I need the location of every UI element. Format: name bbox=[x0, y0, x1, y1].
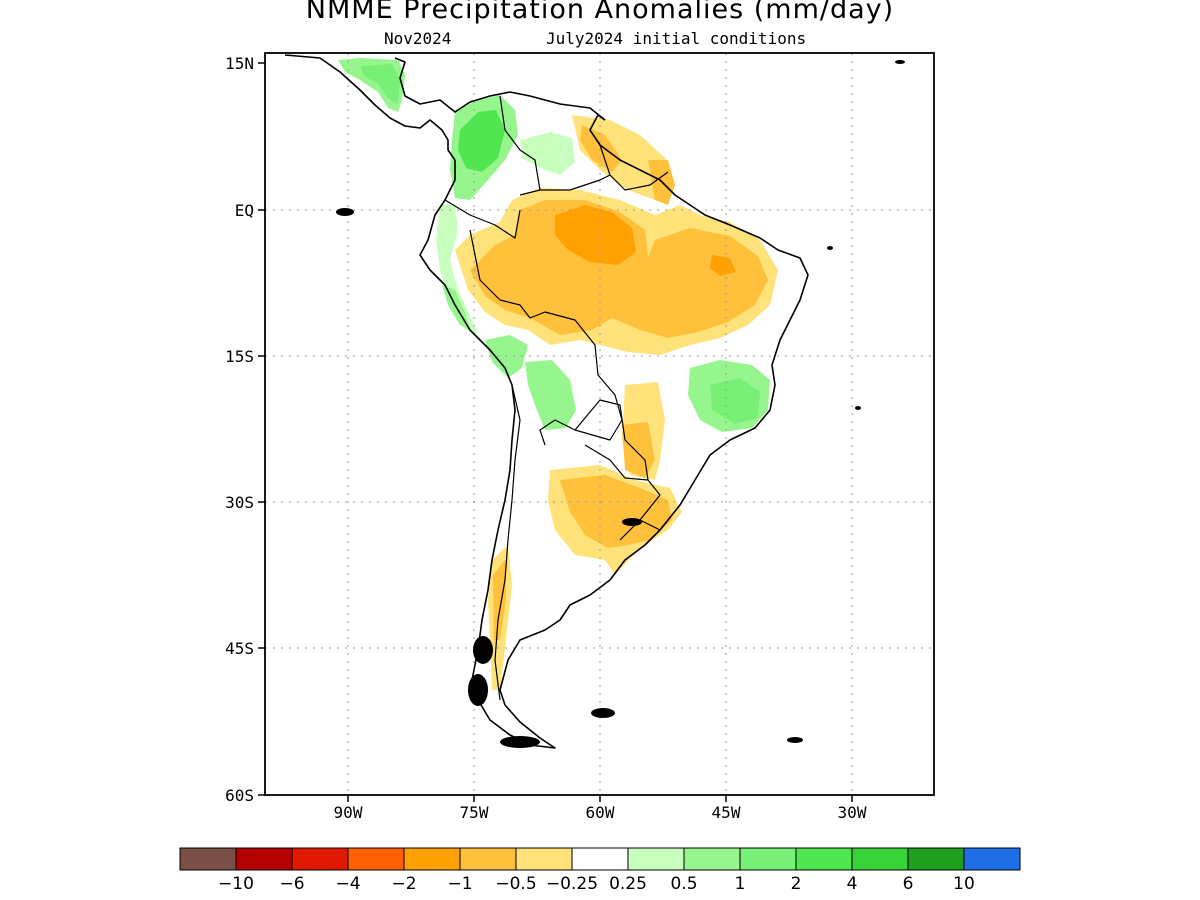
green-anomaly-venezuela bbox=[520, 132, 575, 175]
lon-label: 75W bbox=[460, 803, 489, 822]
map-title: NMME Precipitation Anomalies (mm/day) bbox=[305, 0, 895, 25]
border-paraguay bbox=[574, 399, 649, 481]
country-borders bbox=[444, 95, 673, 701]
green-anomaly-central-america-core bbox=[360, 64, 400, 104]
colorbar-swatch bbox=[683, 847, 741, 871]
central-america-coast bbox=[284, 54, 456, 161]
central-america-caribbean-coast bbox=[394, 57, 606, 121]
colorbar-swatch bbox=[571, 847, 629, 871]
colorbar-label: 6 bbox=[903, 874, 914, 894]
border-argentina-chile bbox=[494, 384, 521, 701]
dry-anomaly-amazon-core bbox=[555, 205, 636, 265]
lat-label: 30S bbox=[225, 493, 254, 512]
longitude-labels: 90W 75W 60W 45W 30W bbox=[334, 803, 867, 822]
colorbar-swatch bbox=[291, 847, 349, 871]
colorbar-swatch bbox=[235, 847, 293, 871]
colorbar-label: −0.5 bbox=[495, 874, 536, 894]
colorbar-label: 2 bbox=[791, 874, 802, 894]
colorbar-label: 1 bbox=[735, 874, 746, 894]
green-anomaly-southeast-brazil-core bbox=[710, 378, 760, 424]
colorbar-swatch bbox=[179, 847, 237, 871]
dry-anomaly-central-brazil-strip-core bbox=[622, 422, 655, 478]
colorbar-label: −0.25 bbox=[546, 874, 598, 894]
south-america-outline bbox=[419, 114, 809, 749]
border-uruguay bbox=[639, 514, 673, 531]
initial-conditions-label: July2024 initial conditions bbox=[546, 29, 807, 48]
dry-anomaly-para bbox=[710, 255, 736, 276]
green-anomaly-colombia-core bbox=[458, 110, 505, 172]
colorbar-label: 10 bbox=[953, 874, 975, 894]
border-venezuela-brazil bbox=[540, 174, 611, 191]
border-argentina-brazil bbox=[619, 479, 661, 541]
colorbar-label: −2 bbox=[391, 874, 416, 894]
colorbar-label: −10 bbox=[218, 874, 254, 894]
colorbar-swatch bbox=[795, 847, 853, 871]
colorbar-label: −6 bbox=[279, 874, 304, 894]
colorbar-swatch bbox=[403, 847, 461, 871]
colorbar-label: 0.5 bbox=[670, 874, 697, 894]
axis-ticks bbox=[258, 62, 853, 802]
colorbar-label: 4 bbox=[847, 874, 858, 894]
border-colombia-south bbox=[444, 199, 521, 239]
lon-label: 60W bbox=[586, 803, 615, 822]
green-anomaly-andes-south bbox=[525, 360, 576, 430]
dry-anomaly-patagonia-core bbox=[493, 560, 506, 640]
colorbar-swatch bbox=[907, 847, 965, 871]
lon-label: 45W bbox=[712, 803, 741, 822]
colorbar-swatch bbox=[963, 847, 1021, 871]
dry-anomaly-argentina-core bbox=[560, 475, 672, 548]
lon-label: 90W bbox=[334, 803, 363, 822]
anomaly-fields bbox=[338, 58, 778, 690]
border-colombia-venezuela bbox=[499, 95, 541, 196]
colorbar-swatch bbox=[515, 847, 573, 871]
dry-anomaly-amazon-mid bbox=[470, 200, 768, 338]
colorbar-label: 0.25 bbox=[609, 874, 647, 894]
colorbar-label: −4 bbox=[335, 874, 360, 894]
lon-label: 30W bbox=[838, 803, 867, 822]
colorbar-swatch bbox=[459, 847, 517, 871]
border-guianas bbox=[599, 144, 669, 191]
coastlines bbox=[284, 54, 809, 749]
lat-label: 45S bbox=[225, 639, 254, 658]
colorbar-label: −1 bbox=[447, 874, 472, 894]
colorbar-swatch bbox=[739, 847, 797, 871]
lat-label: 15N bbox=[225, 54, 254, 73]
latitude-labels: 15N EQ 15S 30S 45S 60S bbox=[225, 54, 254, 805]
green-anomaly-peru-coast bbox=[436, 205, 478, 335]
lat-label: 15S bbox=[225, 347, 254, 366]
islands bbox=[336, 60, 905, 748]
colorbar-swatch bbox=[347, 847, 405, 871]
lat-label: 60S bbox=[225, 786, 254, 805]
forecast-month: Nov2024 bbox=[384, 29, 452, 48]
border-peru-brazil bbox=[469, 229, 546, 319]
lat-label: EQ bbox=[235, 201, 254, 220]
colorbar-swatch bbox=[627, 847, 685, 871]
colorbar: −10 −6 −4 −2 −1 −0.5 −0.25 0.25 0.5 1 2 4 6 10 bbox=[179, 847, 1021, 894]
colorbar-swatch bbox=[851, 847, 909, 871]
